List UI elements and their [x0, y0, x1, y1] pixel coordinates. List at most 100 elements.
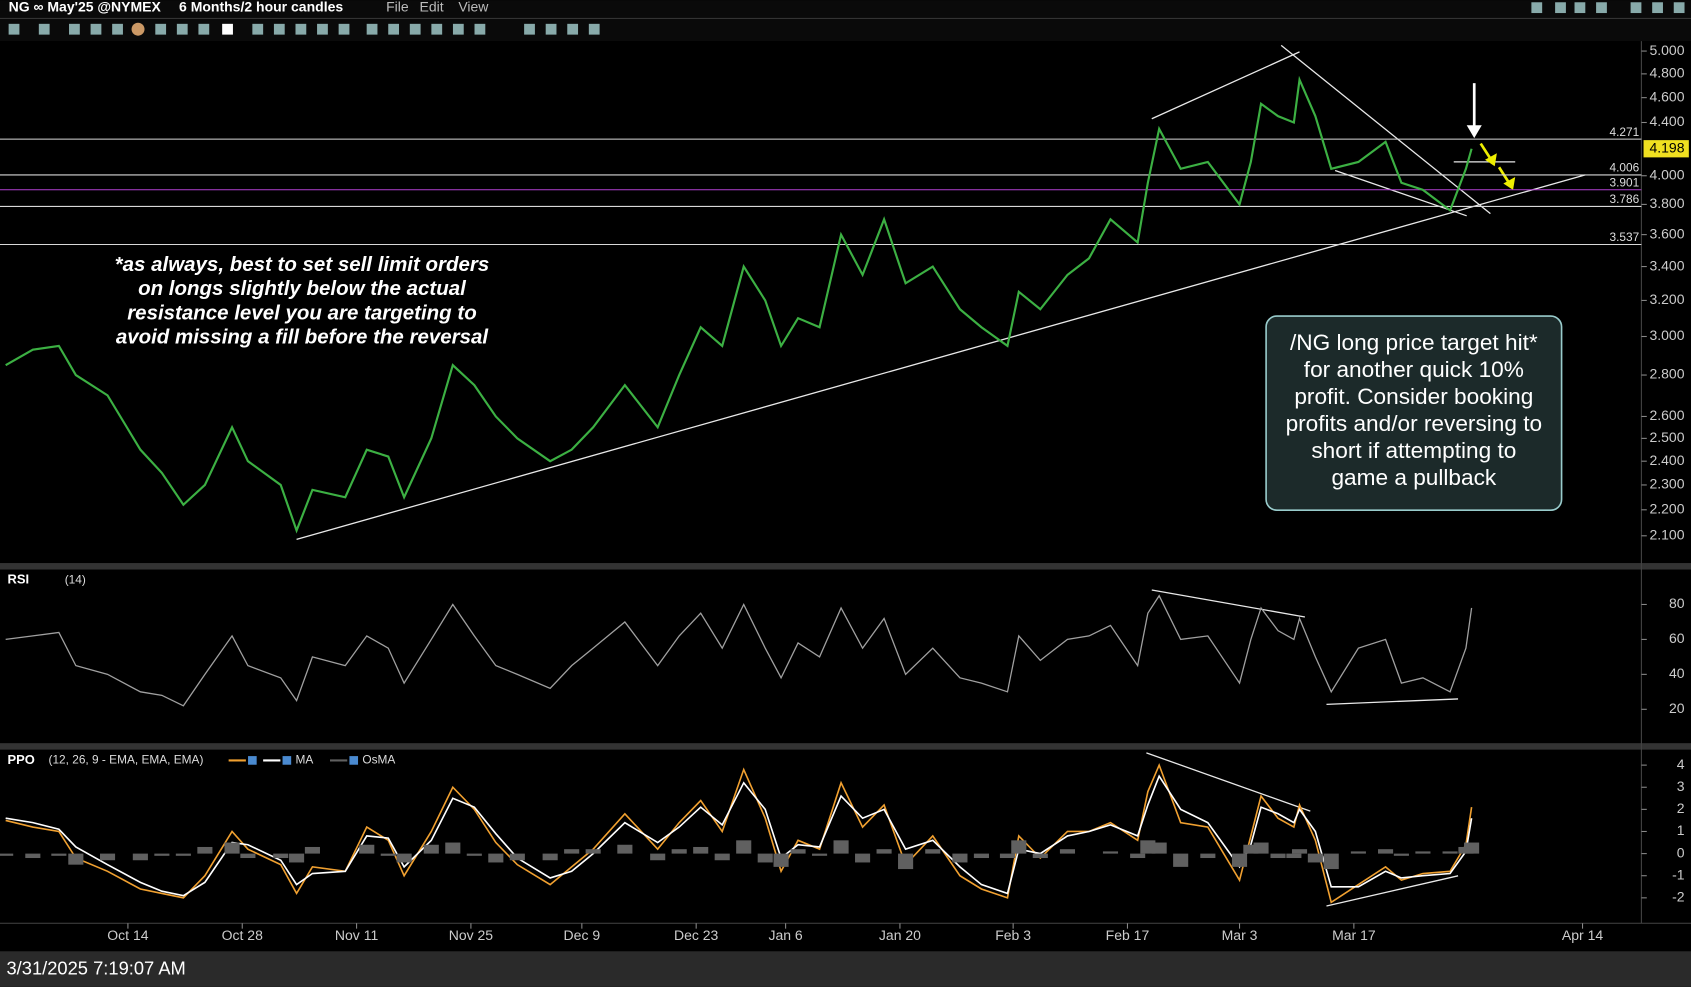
- level-label: 3.537: [1610, 230, 1640, 244]
- y-tick-label: 2.300: [1649, 476, 1684, 492]
- y-tick-label: 4.400: [1649, 113, 1684, 129]
- price-line: [5, 594, 1473, 707]
- note-text: resistance level you are targeting to: [127, 301, 477, 324]
- osma-bar: [1286, 853, 1302, 859]
- last-price-label: 4.198: [1649, 139, 1684, 155]
- toolbar-icons[interactable]: [8, 2, 1685, 36]
- osma-bar: [132, 853, 148, 861]
- osma-bar: [617, 844, 633, 854]
- y-tick-label: 80: [1669, 595, 1685, 611]
- panel-divider: [0, 563, 1691, 570]
- last-price-tag: [1643, 140, 1689, 158]
- osma-bar: [25, 853, 41, 859]
- osma-bar: [833, 840, 849, 854]
- y-tick-label: 2.100: [1649, 527, 1684, 543]
- osma-bar: [1032, 853, 1048, 859]
- menu-item[interactable]: Edit: [420, 0, 444, 14]
- osma-bar: [1151, 842, 1167, 854]
- osma-bar: [380, 853, 396, 856]
- panel-subtitle: (14): [65, 572, 86, 586]
- osma-bar: [952, 853, 968, 863]
- x-tick-label: Dec 9: [564, 927, 601, 943]
- y-tick-label: 2.400: [1649, 452, 1684, 468]
- osma-bar: [197, 846, 213, 854]
- level-label: 3.786: [1610, 192, 1640, 206]
- osma-bar: [876, 849, 892, 854]
- panel-divider: [0, 743, 1691, 750]
- timestamp: 3/31/2025 7:19:07 AM: [6, 957, 185, 978]
- osma-bar: [757, 853, 773, 863]
- osma-bar: [1393, 853, 1409, 856]
- menu-item[interactable]: File: [386, 0, 409, 14]
- indicator-line: [5, 774, 1473, 897]
- y-tick-label: 3.400: [1649, 257, 1684, 273]
- osma-bar: [1378, 849, 1394, 854]
- level-label: 4.006: [1610, 161, 1640, 175]
- x-tick-label: Oct 14: [107, 927, 148, 943]
- osma-bar: [423, 844, 439, 854]
- x-tick-label: Feb 3: [995, 927, 1031, 943]
- y-tick-label: 3: [1677, 778, 1685, 794]
- symbol[interactable]: NG ∞ May'25 @NYMEX: [9, 0, 162, 14]
- osma-bar: [359, 844, 375, 854]
- callout-text: /NG long price target hit*: [1290, 330, 1538, 355]
- osma-bar: [1464, 842, 1480, 854]
- osma-bar: [1323, 853, 1339, 870]
- osma-bar: [585, 849, 601, 854]
- level-label: 3.901: [1610, 175, 1640, 189]
- osma-bar: [1350, 851, 1366, 854]
- y-tick-label: 2: [1677, 800, 1685, 816]
- osma-bar: [973, 853, 989, 859]
- x-tick-label: Mar 3: [1222, 927, 1258, 943]
- status-bar: [0, 951, 1691, 987]
- osma-bar: [466, 853, 482, 856]
- osma-bar: [1059, 849, 1076, 854]
- osma-bar: [1291, 849, 1308, 854]
- osma-bar: [736, 840, 752, 854]
- arrows: [1466, 83, 1516, 190]
- callout-text: for another quick 10%: [1304, 357, 1524, 382]
- y-tick-label: 3.600: [1649, 225, 1684, 241]
- callout-text: game a pullback: [1331, 465, 1496, 490]
- legend-check: [349, 756, 359, 765]
- osma-bar: [224, 842, 240, 854]
- osma-bar: [1011, 840, 1027, 854]
- osma-bar: [693, 846, 709, 854]
- osma-bar: [1253, 842, 1269, 854]
- y-tick-label: 3.800: [1649, 195, 1684, 211]
- panel-subtitle: (12, 26, 9 - EMA, EMA, EMA): [49, 753, 204, 767]
- callout-text: profits and/or reversing to: [1286, 411, 1543, 436]
- panel-title: PPO: [8, 752, 35, 767]
- price-line: [5, 75, 1473, 534]
- x-tick-label: Oct 28: [222, 927, 263, 943]
- osma-bar: [898, 853, 914, 870]
- osma-bar: [51, 853, 67, 856]
- menu-item[interactable]: View: [458, 0, 489, 14]
- y-tick-label: 4.000: [1649, 166, 1684, 182]
- osma-bar: [925, 849, 941, 854]
- osma-bar: [714, 853, 730, 861]
- y-tick-label: -2: [1672, 889, 1685, 905]
- osma-bar: [773, 853, 789, 867]
- y-tick-label: 4.600: [1649, 88, 1684, 104]
- y-tick-label: 2.600: [1649, 407, 1684, 423]
- trendlines: [296, 44, 1586, 907]
- osma-bar: [304, 846, 320, 854]
- y-tick-label: 2.500: [1649, 429, 1684, 445]
- osma-bar: [790, 849, 806, 854]
- legend-label: OsMA: [362, 753, 395, 767]
- y-tick-label: -1: [1672, 866, 1685, 882]
- y-tick-label: 5.000: [1649, 42, 1684, 58]
- osma-bar: [0, 853, 14, 856]
- osma-bar: [68, 853, 84, 865]
- osma-bar: [488, 853, 504, 863]
- period[interactable]: 6 Months/2 hour candles: [179, 0, 343, 14]
- y-tick-label: 4: [1677, 756, 1685, 772]
- note-text: avoid missing a fill before the reversal: [116, 326, 490, 349]
- y-tick-label: 60: [1669, 630, 1685, 646]
- osma-bar: [154, 853, 170, 856]
- y-tick-label: 1: [1677, 822, 1685, 838]
- osma-bar: [240, 853, 256, 859]
- x-tick-label: Jan 6: [768, 927, 802, 943]
- osma-bar: [289, 853, 305, 863]
